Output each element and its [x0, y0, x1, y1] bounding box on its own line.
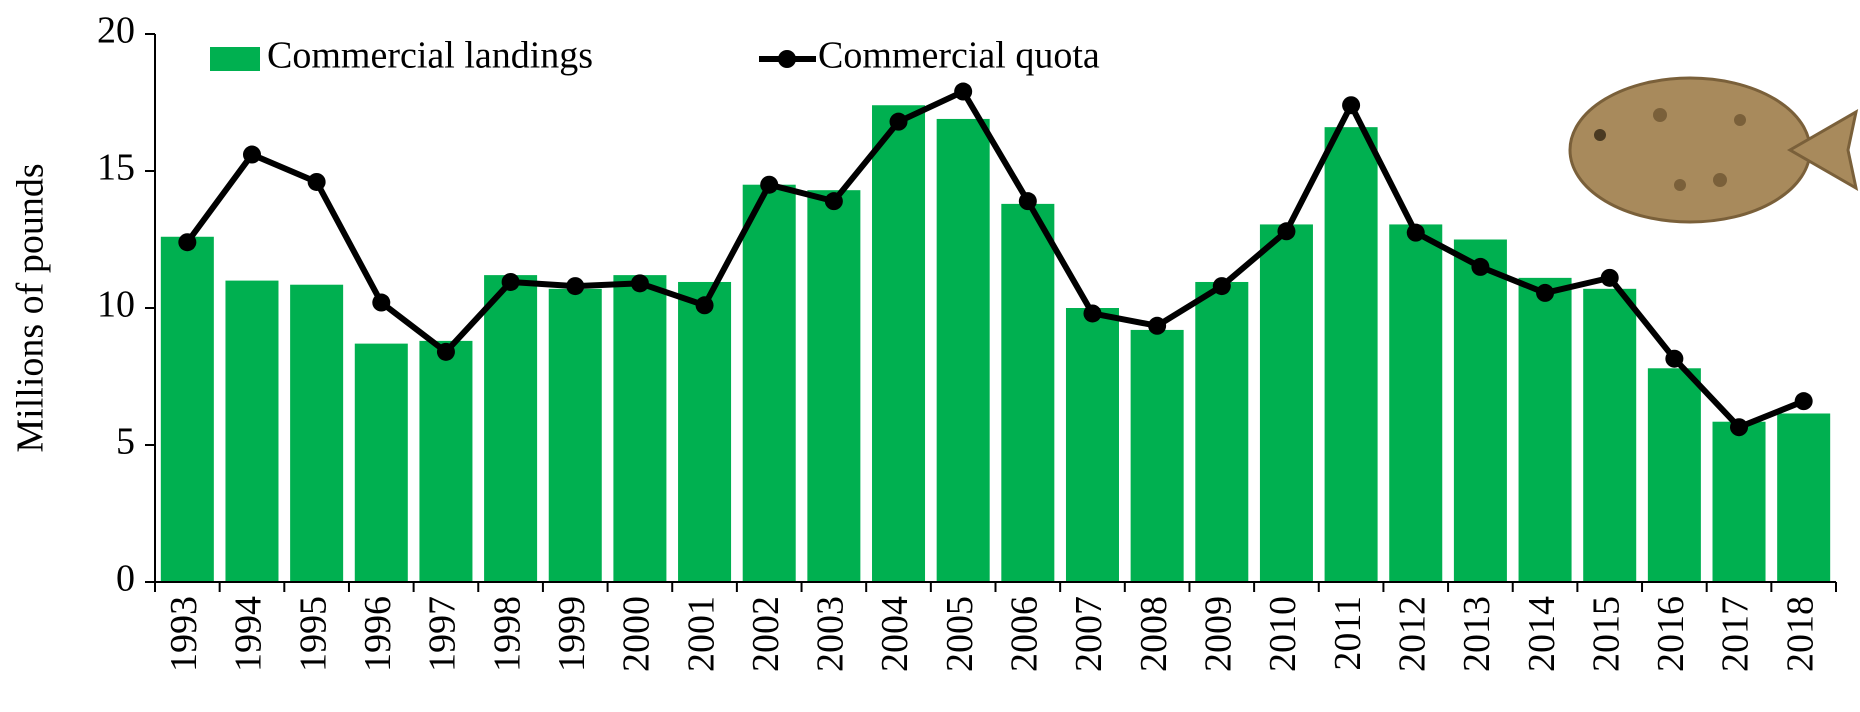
y-axis-label: Millions of pounds [10, 163, 52, 452]
legend-label: Commercial quota [818, 35, 1100, 77]
bar [1195, 281, 1249, 582]
bar [484, 275, 538, 582]
x-tick-label: 2016 [1650, 596, 1692, 672]
line [184, 88, 1805, 431]
point [1794, 392, 1813, 411]
bar [1389, 224, 1443, 582]
point [501, 272, 520, 291]
x-tick-label: 1997 [422, 596, 464, 672]
point [1212, 277, 1231, 296]
x-tick-label: 2008 [1133, 596, 1175, 672]
point [1018, 192, 1037, 211]
point [307, 172, 326, 191]
point [242, 145, 261, 164]
x-tick-label: 2017 [1715, 596, 1757, 672]
x-tick-label: 2011 [1327, 596, 1369, 671]
bar [1712, 421, 1766, 582]
x-tick-label: 1993 [163, 596, 205, 672]
bar [1777, 413, 1831, 582]
bar [1647, 368, 1701, 582]
x-tick-label: 2014 [1521, 596, 1563, 672]
x-tick-label: 1994 [228, 596, 270, 672]
x-tick-label: 1999 [551, 596, 593, 672]
y-tick-label: 20 [97, 10, 135, 52]
bar [1518, 277, 1572, 582]
bar [1453, 239, 1507, 582]
y-tick-label: 10 [97, 284, 135, 326]
point [1536, 283, 1555, 302]
x-tick-label: 2004 [874, 596, 916, 672]
bar [290, 284, 344, 582]
bar [354, 343, 408, 582]
x-tick-label: 2005 [939, 596, 981, 672]
legend-swatch [210, 47, 260, 71]
point [824, 192, 843, 211]
bar [225, 280, 279, 582]
x-tick-label: 2003 [810, 596, 852, 672]
point [1600, 268, 1619, 287]
bar [678, 281, 732, 582]
bar [742, 184, 796, 582]
point [1406, 223, 1425, 242]
point [372, 293, 391, 312]
bar [1324, 127, 1378, 582]
y-tick-label: 5 [116, 421, 135, 463]
point [1277, 222, 1296, 241]
legend-label: Commercial landings [267, 35, 593, 77]
x-tick-label: 2002 [745, 596, 787, 672]
bar [936, 118, 990, 582]
x-tick-label: 2010 [1262, 596, 1304, 672]
point [889, 112, 908, 131]
bar [1065, 308, 1119, 582]
legend-marker [778, 50, 796, 68]
point [760, 175, 779, 194]
bar [1130, 329, 1184, 582]
x-tick-label: 2013 [1456, 596, 1498, 672]
x-tick-label: 2015 [1585, 596, 1627, 672]
x-tick-label: 1995 [292, 596, 334, 672]
bar [807, 190, 861, 582]
point [1665, 349, 1684, 368]
bar [419, 340, 473, 582]
y-tick-label: 0 [116, 558, 135, 600]
point [695, 296, 714, 315]
point [1148, 316, 1167, 335]
bar [1583, 288, 1637, 582]
point [630, 274, 649, 293]
point [436, 342, 455, 361]
bar [872, 105, 926, 583]
fish-illustration [1568, 76, 1859, 224]
bar [1001, 203, 1055, 582]
point [1083, 304, 1102, 323]
point [178, 233, 197, 252]
point [566, 277, 585, 296]
x-tick-label: 1996 [357, 596, 399, 672]
point [1471, 257, 1490, 276]
x-tick-label: 2012 [1391, 596, 1433, 672]
x-tick-label: 2001 [680, 596, 722, 672]
x-tick-label: 2007 [1068, 596, 1110, 672]
y-tick-label: 15 [97, 147, 135, 189]
point [954, 82, 973, 101]
bar [613, 275, 667, 582]
bar [160, 236, 214, 582]
bar [548, 288, 602, 582]
x-tick-label: 2006 [1004, 596, 1046, 672]
x-tick-label: 1998 [486, 596, 528, 672]
bar [1259, 224, 1313, 582]
x-tick-label: 2018 [1779, 596, 1821, 672]
x-tick-label: 2009 [1198, 596, 1240, 672]
point [1342, 96, 1361, 115]
x-tick-label: 2000 [616, 596, 658, 672]
point [1730, 418, 1749, 437]
